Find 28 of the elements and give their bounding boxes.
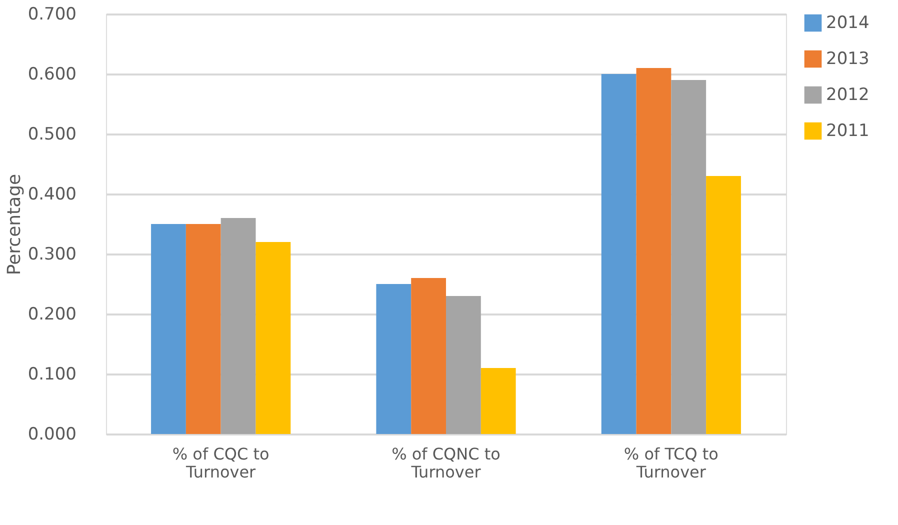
bar (706, 176, 741, 434)
y-tick-label: 0.700 (28, 4, 76, 24)
bar (220, 218, 256, 434)
y-tick-label: 0.200 (28, 304, 76, 324)
bar (601, 74, 636, 434)
bar (256, 242, 291, 434)
bar (151, 224, 186, 434)
x-tick-label: % of CQNC to Turnover (392, 444, 500, 482)
legend-label: 2012 (826, 85, 870, 105)
x-tick-label: % of TCQ to Turnover (624, 444, 718, 482)
y-axis-title: Percentage (4, 174, 25, 276)
y-tick-label: 0.500 (28, 124, 76, 144)
y-tick-label: 0.300 (28, 244, 76, 264)
y-tick-label: 0.400 (28, 184, 76, 204)
x-tick-label: % of CQC to Turnover (172, 444, 270, 482)
y-tick-label: 0.600 (28, 64, 76, 84)
legend-label: 2013 (826, 49, 870, 69)
bar (480, 368, 516, 434)
bar (671, 80, 706, 434)
legend-label: 2011 (826, 121, 870, 141)
bar (411, 278, 446, 434)
y-tick-label: 0.100 (28, 364, 76, 384)
bar (376, 284, 412, 434)
bar (636, 68, 672, 434)
bar (186, 224, 221, 434)
y-tick-label: 0.000 (28, 424, 76, 444)
bar (446, 296, 481, 434)
legend-label: 2014 (826, 13, 870, 33)
